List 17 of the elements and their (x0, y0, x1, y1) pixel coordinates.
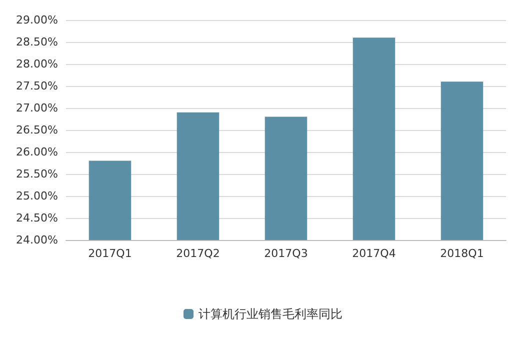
y-tick-label: 28.50% (16, 36, 58, 48)
y-tick-label: 26.00% (16, 146, 58, 158)
x-tick-label: 2017Q4 (352, 247, 396, 260)
y-tick-label: 25.00% (16, 190, 58, 202)
x-tick-label: 2017Q3 (264, 247, 308, 260)
x-tick-label: 2017Q2 (176, 247, 220, 260)
y-tick-label: 24.50% (16, 212, 58, 224)
y-tick-label: 28.00% (16, 58, 58, 70)
x-tick-label: 2018Q1 (440, 247, 484, 260)
x-tick-label: 2017Q1 (88, 247, 132, 260)
y-tick-label: 25.50% (16, 168, 58, 180)
y-tick-label: 26.50% (16, 124, 58, 136)
y-tick-label: 29.00% (16, 14, 58, 26)
legend-label: 计算机行业销售毛利率同比 (198, 307, 342, 321)
y-tick-label: 27.00% (16, 102, 58, 114)
y-tick-label: 24.00% (16, 234, 58, 246)
y-tick-label: 27.50% (16, 80, 58, 92)
